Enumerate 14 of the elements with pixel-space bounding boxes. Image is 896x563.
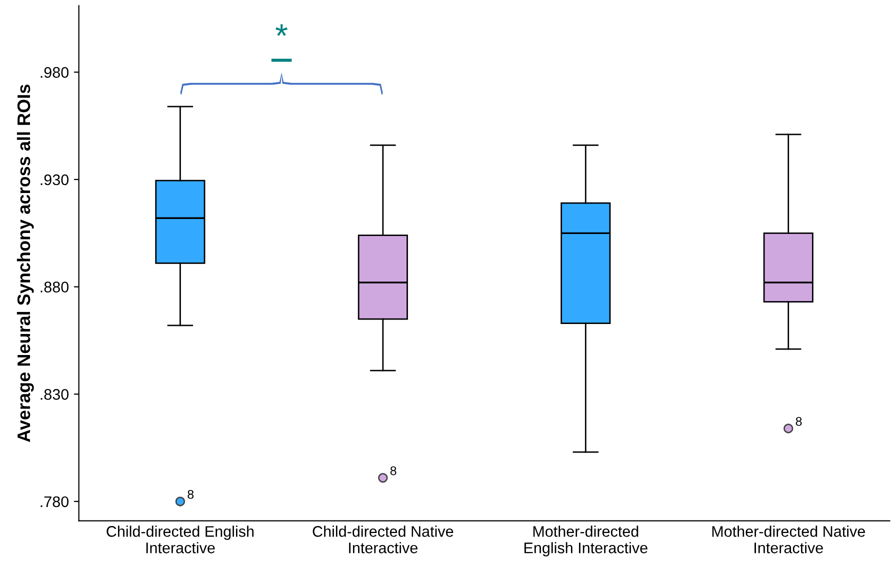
x-tick-label: Child-directed Native Interactive [312, 526, 454, 554]
y-tick-label: .980 [40, 67, 69, 78]
y-tick-label: .780 [40, 496, 69, 508]
y-axis-title: Average Neural Synchony across all ROIs [16, 84, 34, 442]
x-tick-label: Child-directed English Interactive [106, 526, 254, 554]
annotation: * [276, 24, 288, 36]
y-tick-label: .830 [40, 389, 69, 400]
annotation: 8 [390, 466, 396, 476]
annotation: 8 [796, 416, 802, 426]
x-tick-label: Mother-directed Native Interactive [712, 526, 865, 554]
x-tick-label: Mother-directed English Interactive [524, 526, 648, 556]
y-tick-label: .880 [40, 282, 69, 292]
y-tick-label: .930 [40, 174, 69, 186]
annotation: 8 [188, 490, 194, 499]
